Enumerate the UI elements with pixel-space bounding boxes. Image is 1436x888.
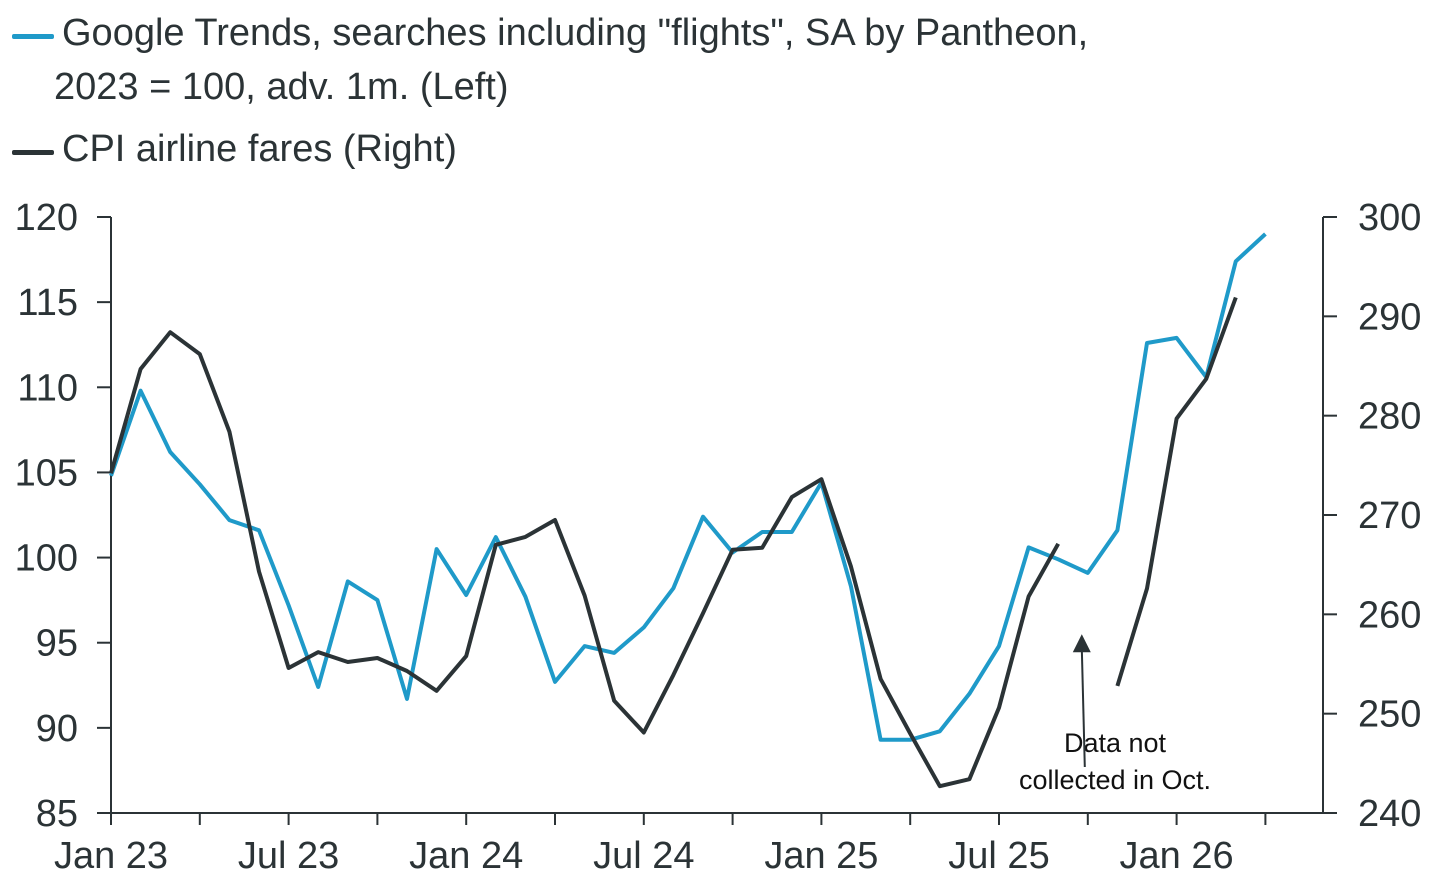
legend-swatch-google-trends (12, 34, 54, 39)
y-right-tick-label: 250 (1358, 694, 1421, 736)
y-right-tick-label: 240 (1358, 793, 1421, 835)
y-left-tick-label: 115 (17, 282, 78, 324)
annotation: Data not collected in Oct. (1019, 634, 1211, 795)
y-left-tick-label: 100 (15, 538, 78, 580)
annotation-arrow-head (1072, 634, 1091, 653)
legend-item-cpi-airline-fares: CPI airline fares (Right) (10, 122, 1088, 176)
y-left-tick-label: 85 (36, 793, 78, 835)
y-left-tick-label: 120 (15, 197, 78, 239)
google-trends-line (109, 232, 1267, 742)
axes: 85 90 95 100 105 110 115 120 240 250 260 270 280 290 3… (15, 197, 1422, 877)
y-right-tick-label: 290 (1358, 296, 1421, 338)
x-tick-label: Jul 23 (238, 835, 339, 877)
y-right-tick-label: 270 (1358, 495, 1421, 537)
legend-label-google-trends-line2: 2023 = 100, adv. 1m. (Left) (54, 66, 509, 108)
x-tick-label: Jan 24 (409, 835, 523, 877)
y-right-tick-label: 260 (1358, 594, 1421, 636)
annotation-arrow-shaft (1080, 648, 1086, 768)
y-right-tick-label: 300 (1358, 197, 1421, 239)
legend-item-google-trends-cont: 2023 = 100, adv. 1m. (Left) (10, 60, 1088, 114)
y-left-tick-label: 95 (36, 623, 78, 665)
x-tick-label: Jan 25 (764, 835, 878, 877)
x-tick-label: Jan 26 (1120, 835, 1234, 877)
legend-swatch-cpi-airline-fares (12, 150, 54, 155)
x-tick-label: Jul 25 (948, 835, 1049, 877)
legend-label-google-trends-line1: Google Trends, searches including "fligh… (62, 12, 1089, 54)
annotation-text-line1: Data not (1064, 728, 1167, 758)
legend-item-google-trends: Google Trends, searches including "fligh… (10, 6, 1088, 60)
y-right-tick-label: 280 (1358, 396, 1421, 438)
y-left-tick-label: 105 (15, 452, 78, 494)
legend-label-cpi-airline-fares: CPI airline fares (Right) (62, 128, 457, 170)
y-left-tick-label: 110 (17, 367, 78, 409)
x-tick-label: Jul 24 (593, 835, 694, 877)
series-layer (109, 232, 1267, 789)
legend: Google Trends, searches including "fligh… (10, 6, 1088, 176)
y-left-tick-label: 90 (36, 708, 78, 750)
cpi-airline-fares-line-segment-1 (109, 330, 1060, 789)
annotation-text-line2: collected in Oct. (1019, 765, 1211, 795)
x-tick-label: Jan 23 (54, 835, 168, 877)
cpi-airline-fares-line-segment-2 (1115, 296, 1238, 687)
